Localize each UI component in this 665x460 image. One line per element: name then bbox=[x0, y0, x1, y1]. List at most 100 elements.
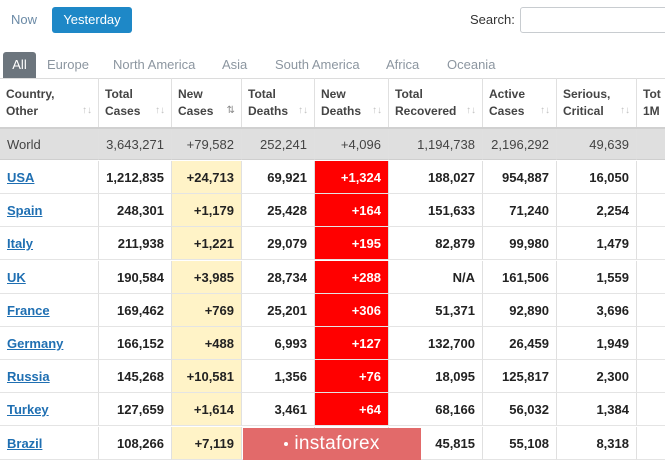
country-link[interactable]: France bbox=[7, 303, 50, 318]
tab-europe[interactable]: Europe bbox=[47, 57, 89, 72]
cell-total-deaths: 25,201 bbox=[242, 294, 315, 327]
table-row: UK 190,584 +3,985 28,734 +288 N/A 161,506 1,559 bbox=[0, 261, 665, 294]
cell-active-cases: 125,817 bbox=[483, 360, 557, 393]
table-row: France 169,462 +769 25,201 +306 51,371 92,890 3… bbox=[0, 294, 665, 327]
column-header-line: 1M bbox=[643, 104, 660, 118]
cell-total-recovered: 1,194,738 bbox=[389, 129, 483, 160]
tab-south-america[interactable]: South America bbox=[275, 57, 360, 72]
search-input[interactable] bbox=[520, 7, 665, 33]
column-header-line: Deaths bbox=[248, 104, 289, 118]
cell-serious-critical: 3,696 bbox=[557, 294, 637, 327]
cell-total-deaths: 252,241 bbox=[242, 129, 315, 160]
cell-active-cases: 56,032 bbox=[483, 393, 557, 426]
country-link[interactable]: Germany bbox=[7, 336, 64, 351]
cell-total-cases: 166,152 bbox=[99, 327, 172, 360]
column-header-active-cases[interactable]: Active Cases ↑↓ bbox=[483, 78, 557, 127]
tab-oceania[interactable]: Oceania bbox=[447, 57, 496, 72]
country-cell: USA bbox=[0, 161, 99, 194]
cell-total-cases: 127,659 bbox=[99, 393, 172, 426]
column-header-line: Other bbox=[6, 104, 39, 118]
cell-total-deaths: 28,734 bbox=[242, 261, 315, 294]
country-link[interactable]: USA bbox=[7, 170, 35, 185]
sort-icon[interactable]: ↑↓ bbox=[540, 105, 550, 116]
sort-icon[interactable]: ↑↓ bbox=[372, 105, 382, 116]
cell-total-recovered: 82,879 bbox=[389, 227, 483, 260]
cell-new-deaths: +1,324 bbox=[315, 161, 389, 194]
country-cell: Turkey bbox=[0, 393, 99, 426]
cell-serious-critical: 1,384 bbox=[557, 393, 637, 426]
cell-total-recovered: 188,027 bbox=[389, 161, 483, 194]
country-link[interactable]: Brazil bbox=[7, 436, 43, 451]
country-link[interactable]: UK bbox=[7, 270, 26, 285]
cell-total-cases: 211,938 bbox=[99, 227, 172, 260]
yesterday-button[interactable]: Yesterday bbox=[52, 7, 132, 33]
column-header-tot-per-1m[interactable]: Tot 1M bbox=[637, 78, 665, 127]
sort-icon[interactable]: ↑↓ bbox=[155, 105, 165, 116]
column-header-country[interactable]: Country, Other ↑↓ bbox=[0, 78, 99, 127]
sort-icon[interactable]: ↑↓ bbox=[620, 105, 630, 116]
world-row: World 3,643,271 +79,582 252,241 +4,096 1,194,… bbox=[0, 129, 665, 160]
cell-total-deaths: 6,993 bbox=[242, 327, 315, 360]
sort-icon[interactable]: ⇅ bbox=[226, 105, 235, 116]
country-link[interactable]: Turkey bbox=[7, 402, 49, 417]
cell-total-recovered: 132,700 bbox=[389, 327, 483, 360]
cell-active-cases: 2,196,292 bbox=[483, 129, 557, 160]
column-header-total-deaths[interactable]: Total Deaths ↑↓ bbox=[242, 78, 315, 127]
cell-active-cases: 26,459 bbox=[483, 327, 557, 360]
column-header-line: New bbox=[178, 87, 203, 101]
country-link[interactable]: Russia bbox=[7, 369, 50, 384]
table-row: USA 1,212,835 +24,713 69,921 +1,324 188,027 95… bbox=[0, 161, 665, 194]
country-cell: France bbox=[0, 294, 99, 327]
cell-total-cases: 3,643,271 bbox=[99, 129, 172, 160]
sort-icon[interactable]: ↑↓ bbox=[466, 105, 476, 116]
tab-all[interactable]: All bbox=[3, 52, 36, 78]
cell-total-deaths: 1,356 bbox=[242, 360, 315, 393]
cell-tot-per-1m bbox=[637, 360, 665, 393]
column-header-line: New bbox=[321, 87, 346, 101]
country-link[interactable]: Italy bbox=[7, 236, 34, 251]
cell-country: World bbox=[0, 129, 99, 160]
now-button[interactable]: Now bbox=[10, 12, 37, 27]
cell-serious-critical: 1,479 bbox=[557, 227, 637, 260]
cell-active-cases: 161,506 bbox=[483, 261, 557, 294]
column-header-line: Deaths bbox=[321, 104, 362, 118]
search-label: Search: bbox=[470, 12, 515, 27]
cell-total-cases: 248,301 bbox=[99, 194, 172, 227]
tab-north-america[interactable]: North America bbox=[113, 57, 196, 72]
cell-tot-per-1m bbox=[637, 227, 665, 260]
table-header: Country, Other ↑↓ Total Cases ↑↓ New Cases ⇅ Tota… bbox=[0, 78, 665, 129]
cell-serious-critical: 8,318 bbox=[557, 427, 637, 460]
column-header-line: Total bbox=[395, 87, 423, 101]
logo-dot-icon bbox=[284, 441, 289, 446]
cell-total-cases: 145,268 bbox=[99, 360, 172, 393]
cell-tot-per-1m bbox=[637, 294, 665, 327]
sort-icon[interactable]: ↑↓ bbox=[82, 105, 92, 116]
cell-tot-per-1m bbox=[637, 393, 665, 426]
country-cell: Brazil bbox=[0, 427, 99, 460]
column-header-line: Total bbox=[248, 87, 276, 101]
column-header-serious-critical[interactable]: Serious, Critical ↑↓ bbox=[557, 78, 637, 127]
cell-total-deaths: 3,461 bbox=[242, 393, 315, 426]
cell-tot-per-1m bbox=[637, 129, 665, 160]
cell-total-recovered: 151,633 bbox=[389, 194, 483, 227]
cell-new-deaths: +288 bbox=[315, 261, 389, 294]
country-cell: Spain bbox=[0, 194, 99, 227]
cell-total-deaths: 25,428 bbox=[242, 194, 315, 227]
column-header-total-recovered[interactable]: Total Recovered ↑↓ bbox=[389, 78, 483, 127]
cell-new-cases: +488 bbox=[172, 327, 242, 360]
column-header-line: Tot bbox=[643, 87, 661, 101]
tab-asia[interactable]: Asia bbox=[222, 57, 248, 72]
tab-africa[interactable]: Africa bbox=[386, 57, 420, 72]
cell-total-cases: 108,266 bbox=[99, 427, 172, 460]
column-header-new-deaths[interactable]: New Deaths ↑↓ bbox=[315, 78, 389, 127]
cell-tot-per-1m bbox=[637, 427, 665, 460]
column-header-line: Critical bbox=[563, 104, 604, 118]
cell-new-deaths: +76 bbox=[315, 360, 389, 393]
column-header-line: Cases bbox=[178, 104, 214, 118]
column-header-new-cases[interactable]: New Cases ⇅ bbox=[172, 78, 242, 127]
column-header-total-cases[interactable]: Total Cases ↑↓ bbox=[99, 78, 172, 127]
sort-icon[interactable]: ↑↓ bbox=[298, 105, 308, 116]
country-cell: UK bbox=[0, 261, 99, 294]
country-link[interactable]: Spain bbox=[7, 203, 43, 218]
cell-new-cases: +1,614 bbox=[172, 393, 242, 426]
